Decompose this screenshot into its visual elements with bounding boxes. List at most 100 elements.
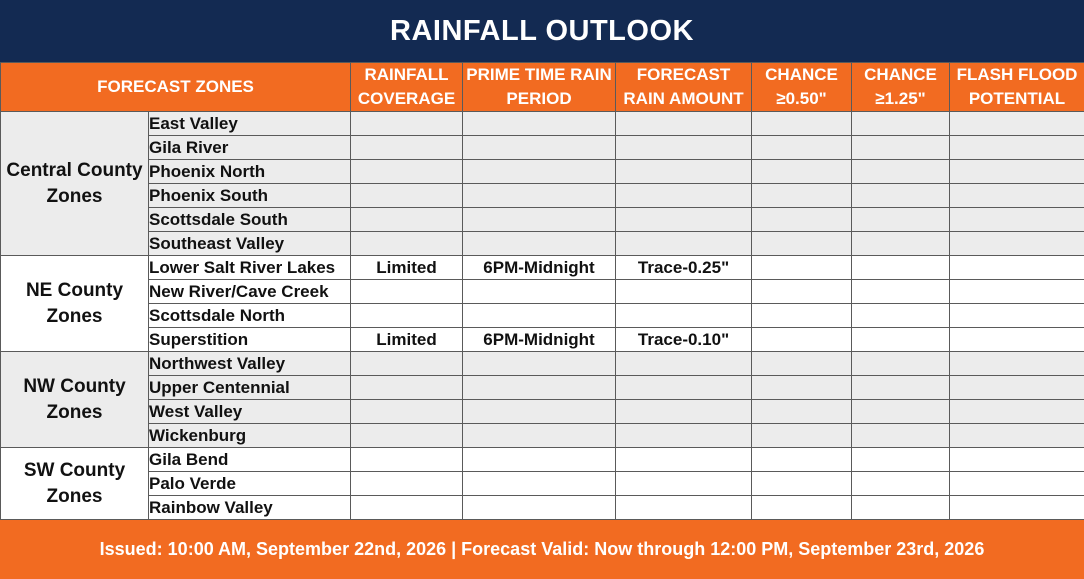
chance050-cell: [751, 255, 853, 280]
flash-cell: [949, 375, 1084, 400]
period-cell: [462, 351, 617, 376]
period-cell: 6PM-Midnight: [462, 255, 617, 280]
chance125-cell: [851, 399, 951, 424]
amount-cell: [615, 183, 753, 208]
flash-cell: [949, 207, 1084, 232]
table-row: NE County Zones Lower Salt River Lakes L…: [0, 255, 1084, 352]
table-row: New River/Cave Creek: [1, 279, 1084, 304]
coverage-cell: [350, 159, 464, 184]
flash-cell: [949, 447, 1084, 472]
group-label-sw: SW County Zones: [0, 447, 149, 520]
amount-cell: [615, 351, 753, 376]
amount-cell: [615, 231, 753, 256]
group-label-central: Central County Zones: [0, 111, 149, 256]
zone-name: Phoenix South: [147, 183, 352, 208]
table-row: Scottsdale North: [1, 303, 1084, 328]
period-cell: 6PM-Midnight: [462, 327, 617, 352]
coverage-cell: [350, 183, 464, 208]
table-row: Gila River: [1, 135, 1084, 160]
amount-cell: [615, 135, 753, 160]
amount-cell: [615, 159, 753, 184]
period-cell: [462, 111, 617, 136]
zone-name: Gila Bend: [147, 447, 352, 472]
header-chance-125: CHANCE ≥1.25": [851, 62, 951, 112]
chance050-cell: [751, 327, 853, 352]
header-flash-flood-potential: FLASH FLOOD POTENTIAL: [949, 62, 1084, 112]
table-row: SW County Zones Gila Bend: [0, 447, 1084, 520]
header-chance-050: CHANCE ≥0.50": [751, 62, 853, 112]
amount-cell: [615, 399, 753, 424]
period-cell: [462, 159, 617, 184]
flash-cell: [949, 135, 1084, 160]
amount-cell: [615, 471, 753, 496]
chance050-cell: [751, 303, 853, 328]
table-row: West Valley: [1, 399, 1084, 424]
chance050-cell: [751, 447, 853, 472]
chance125-cell: [851, 375, 951, 400]
amount-cell: [615, 423, 753, 448]
chance125-cell: [851, 447, 951, 472]
coverage-cell: [350, 447, 464, 472]
period-cell: [462, 303, 617, 328]
header-forecast-rain-amount: FORECAST RAIN AMOUNT: [615, 62, 753, 112]
table-row: Wickenburg: [1, 423, 1084, 448]
coverage-cell: [350, 495, 464, 520]
chance125-cell: [851, 231, 951, 256]
coverage-cell: Limited: [350, 327, 464, 352]
zone-name: Palo Verde: [147, 471, 352, 496]
flash-cell: [949, 351, 1084, 376]
flash-cell: [949, 183, 1084, 208]
chance050-cell: [751, 375, 853, 400]
group-label-nw: NW County Zones: [0, 351, 149, 448]
chance050-cell: [751, 135, 853, 160]
amount-cell: [615, 111, 753, 136]
footer-bar: Issued: 10:00 AM, September 22nd, 2026 |…: [0, 520, 1084, 579]
coverage-cell: [350, 471, 464, 496]
flash-cell: [949, 495, 1084, 520]
zone-name: Phoenix North: [147, 159, 352, 184]
period-cell: [462, 471, 617, 496]
chance050-cell: [751, 159, 853, 184]
table-row: Phoenix South: [1, 183, 1084, 208]
flash-cell: [949, 111, 1084, 136]
table-row: Southeast Valley: [1, 231, 1084, 256]
amount-cell: [615, 207, 753, 232]
coverage-cell: [350, 423, 464, 448]
chance125-cell: [851, 159, 951, 184]
table-row: Palo Verde: [1, 471, 1084, 496]
chance050-cell: [751, 471, 853, 496]
chance125-cell: [851, 471, 951, 496]
chance050-cell: [751, 351, 853, 376]
table-row: NW County Zones Northwest Valley: [0, 351, 1084, 448]
flash-cell: [949, 423, 1084, 448]
zone-name: Rainbow Valley: [147, 495, 352, 520]
chance125-cell: [851, 303, 951, 328]
table-row: Superstition Limited 6PM-Midnight Trace-…: [1, 327, 1084, 352]
chance050-cell: [751, 399, 853, 424]
flash-cell: [949, 471, 1084, 496]
flash-cell: [949, 279, 1084, 304]
page-title: RAINFALL OUTLOOK: [390, 14, 694, 47]
coverage-cell: [350, 375, 464, 400]
chance125-cell: [851, 207, 951, 232]
period-cell: [462, 231, 617, 256]
chance125-cell: [851, 111, 951, 136]
header-row: FORECAST ZONES RAINFALL COVERAGE PRIME T…: [0, 62, 1084, 112]
period-cell: [462, 183, 617, 208]
header-forecast-zones: FORECAST ZONES: [0, 62, 352, 112]
zone-name: New River/Cave Creek: [147, 279, 352, 304]
coverage-cell: [350, 303, 464, 328]
chance050-cell: [751, 423, 853, 448]
zone-name: Upper Centennial: [147, 375, 352, 400]
chance050-cell: [751, 279, 853, 304]
coverage-cell: Limited: [350, 255, 464, 280]
chance050-cell: [751, 111, 853, 136]
flash-cell: [949, 231, 1084, 256]
amount-cell: [615, 375, 753, 400]
period-cell: [462, 495, 617, 520]
flash-cell: [949, 159, 1084, 184]
zone-name: Wickenburg: [147, 423, 352, 448]
chance125-cell: [851, 183, 951, 208]
flash-cell: [949, 303, 1084, 328]
